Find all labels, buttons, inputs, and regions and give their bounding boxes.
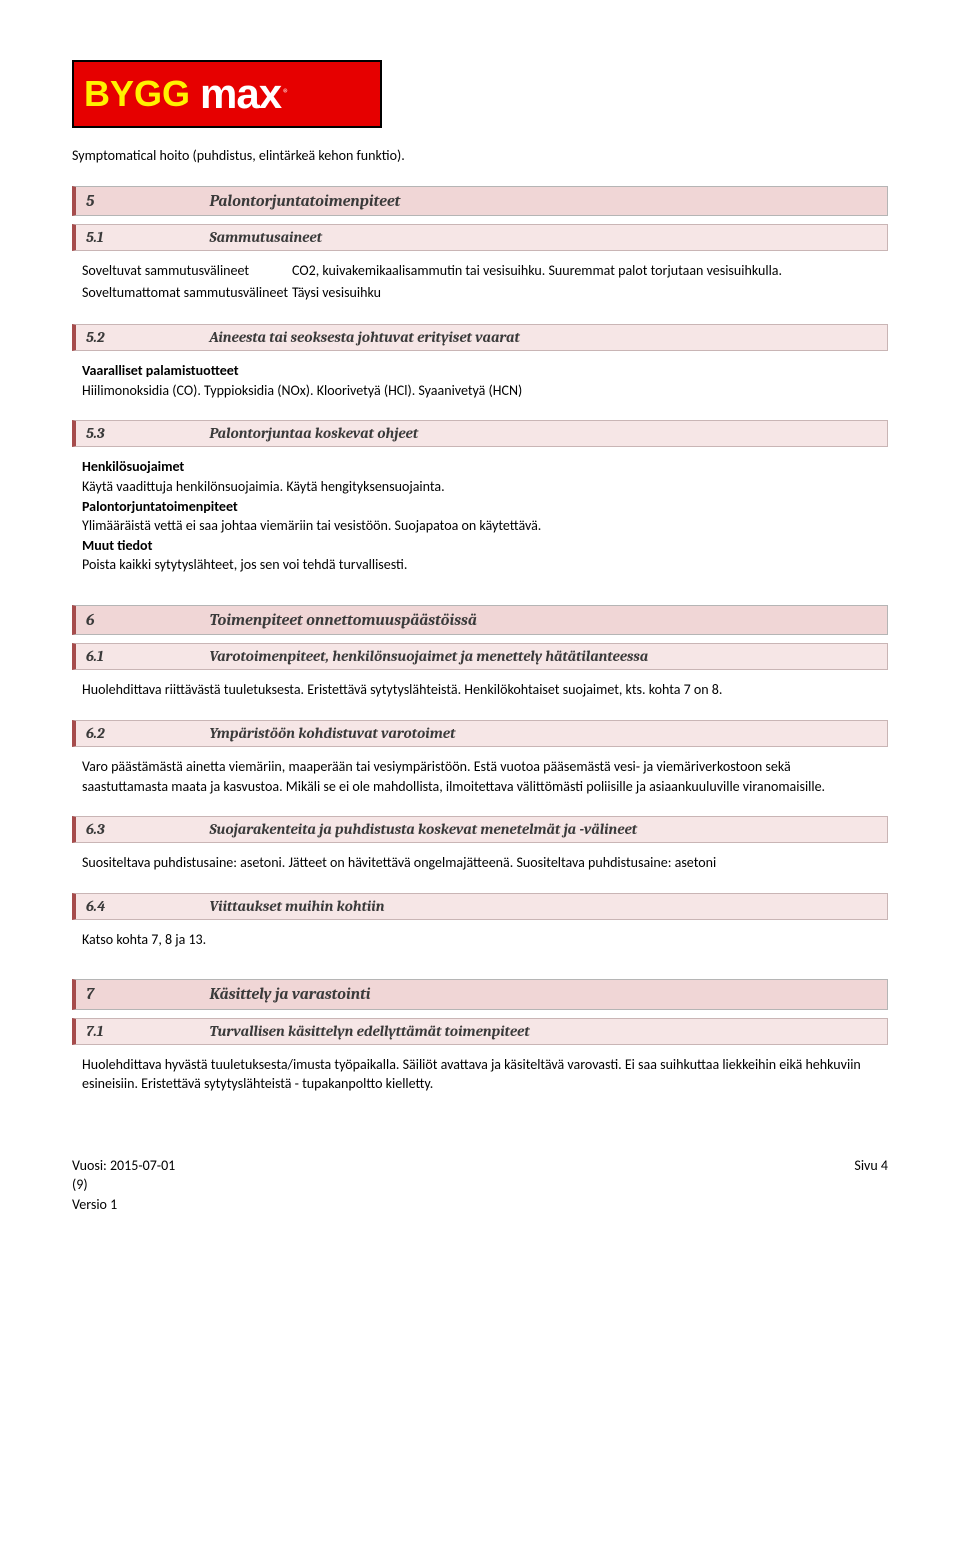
footer-left: Vuosi: 2015-07-01 (9) Versio 1 xyxy=(72,1156,175,1215)
paragraph: Varo päästämästä ainetta viemäriin, maap… xyxy=(82,757,878,796)
footer-page-num: Sivu 4 xyxy=(854,1156,888,1176)
footer: Vuosi: 2015-07-01 (9) Versio 1 Sivu 4 xyxy=(72,1156,888,1215)
subheading: Henkilösuojaimet xyxy=(82,457,878,477)
section-5-3-num: 5.3 xyxy=(86,423,206,444)
section-7-1-title: Turvallisen käsittelyn edellyttämät toim… xyxy=(209,1022,529,1040)
section-6-1-num: 6.1 xyxy=(86,646,206,667)
section-5-1-num: 5.1 xyxy=(86,227,206,248)
footer-version: Versio 1 xyxy=(72,1195,175,1215)
section-5-2-title: Aineesta tai seoksesta johtuvat erityise… xyxy=(209,328,519,346)
section-6-1-header: 6.1 Varotoimenpiteet, henkilönsuojaimet … xyxy=(72,643,888,670)
section-5-3-content: Henkilösuojaimet Käytä vaadittuja henkil… xyxy=(72,453,888,587)
section-5-1-header: 5.1 Sammutusaineet xyxy=(72,224,888,251)
section-6-2-content: Varo päästämästä ainetta viemäriin, maap… xyxy=(72,753,888,808)
section-6-3-title: Suojarakenteita ja puhdistusta koskevat … xyxy=(209,820,637,838)
section-6-4-content: Katso kohta 7, 8 ja 13. xyxy=(72,926,888,962)
section-6-2-num: 6.2 xyxy=(86,723,206,744)
kv-row: Soveltuvat sammutusvälineet CO2, kuivake… xyxy=(82,261,878,281)
paragraph: Suositeltava puhdistusaine: asetoni. Jät… xyxy=(82,853,878,873)
section-7-1-header: 7.1 Turvallisen käsittelyn edellyttämät … xyxy=(72,1018,888,1045)
subheading: Vaaralliset palamistuotteet xyxy=(82,361,878,381)
section-5-2-content: Vaaralliset palamistuotteet Hiilimonoksi… xyxy=(72,357,888,412)
footer-right: Sivu 4 xyxy=(854,1156,888,1215)
paragraph: Poista kaikki sytytyslähteet, jos sen vo… xyxy=(82,555,878,575)
section-6-header: 6 Toimenpiteet onnettomuuspäästöissä xyxy=(72,605,888,635)
section-7-num: 7 xyxy=(86,983,206,1005)
logo-text-bygg: BYGG xyxy=(84,69,190,119)
kv-label: Soveltuvat sammutusvälineet xyxy=(82,261,292,281)
section-6-3-num: 6.3 xyxy=(86,819,206,840)
section-7-1-content: Huolehdittava hyvästä tuuletuksesta/imus… xyxy=(72,1051,888,1106)
section-5-1-content: Soveltuvat sammutusvälineet CO2, kuivake… xyxy=(72,257,888,316)
section-6-1-title: Varotoimenpiteet, henkilönsuojaimet ja m… xyxy=(209,647,648,665)
paragraph: Ylimääräistä vettä ei saa johtaa viemäri… xyxy=(82,516,878,536)
kv-value: Täysi vesisuihku xyxy=(292,283,878,303)
logo-text-max: max xyxy=(200,65,281,124)
section-5-title: Palontorjuntatoimenpiteet xyxy=(210,192,401,210)
footer-year: Vuosi: 2015-07-01 xyxy=(72,1156,175,1176)
footer-pages: (9) xyxy=(72,1175,175,1195)
logo-registered: ® xyxy=(283,86,289,103)
logo: BYGG max ® xyxy=(72,60,382,128)
section-5-header: 5 Palontorjuntatoimenpiteet xyxy=(72,186,888,216)
section-7-title: Käsittely ja varastointi xyxy=(210,985,371,1003)
subheading: Palontorjuntatoimenpiteet xyxy=(82,497,878,517)
section-5-1-title: Sammutusaineet xyxy=(209,228,322,246)
section-6-4-title: Viittaukset muihin kohtiin xyxy=(209,897,384,915)
paragraph: Hiilimonoksidia (CO). Typpioksidia (NOx)… xyxy=(82,381,878,401)
section-5-2-header: 5.2 Aineesta tai seoksesta johtuvat erit… xyxy=(72,324,888,351)
intro-text: Symptomatical hoito (puhdistus, elintärk… xyxy=(72,146,888,166)
section-6-4-num: 6.4 xyxy=(86,896,206,917)
section-6-3-header: 6.3 Suojarakenteita ja puhdistusta koske… xyxy=(72,816,888,843)
section-6-4-header: 6.4 Viittaukset muihin kohtiin xyxy=(72,893,888,920)
subheading: Muut tiedot xyxy=(82,536,878,556)
kv-label: Soveltumattomat sammutusvälineet xyxy=(82,283,292,303)
section-6-title: Toimenpiteet onnettomuuspäästöissä xyxy=(210,611,477,629)
section-6-1-content: Huolehdittava riittävästä tuuletuksesta.… xyxy=(72,676,888,712)
kv-row: Soveltumattomat sammutusvälineet Täysi v… xyxy=(82,283,878,303)
section-7-1-num: 7.1 xyxy=(86,1021,206,1042)
kv-value: CO2, kuivakemikaalisammutin tai vesisuih… xyxy=(292,261,878,281)
paragraph: Katso kohta 7, 8 ja 13. xyxy=(82,930,878,950)
section-6-2-header: 6.2 Ympäristöön kohdistuvat varotoimet xyxy=(72,720,888,747)
section-5-3-header: 5.3 Palontorjuntaa koskevat ohjeet xyxy=(72,420,888,447)
section-6-3-content: Suositeltava puhdistusaine: asetoni. Jät… xyxy=(72,849,888,885)
section-5-3-title: Palontorjuntaa koskevat ohjeet xyxy=(209,424,418,442)
section-5-num: 5 xyxy=(86,190,206,212)
paragraph: Huolehdittava riittävästä tuuletuksesta.… xyxy=(82,680,878,700)
section-5-2-num: 5.2 xyxy=(86,327,206,348)
section-6-2-title: Ympäristöön kohdistuvat varotoimet xyxy=(209,724,455,742)
section-7-header: 7 Käsittely ja varastointi xyxy=(72,979,888,1009)
paragraph: Käytä vaadittuja henkilönsuojaimia. Käyt… xyxy=(82,477,878,497)
paragraph: Huolehdittava hyvästä tuuletuksesta/imus… xyxy=(82,1055,878,1094)
section-6-num: 6 xyxy=(86,609,206,631)
